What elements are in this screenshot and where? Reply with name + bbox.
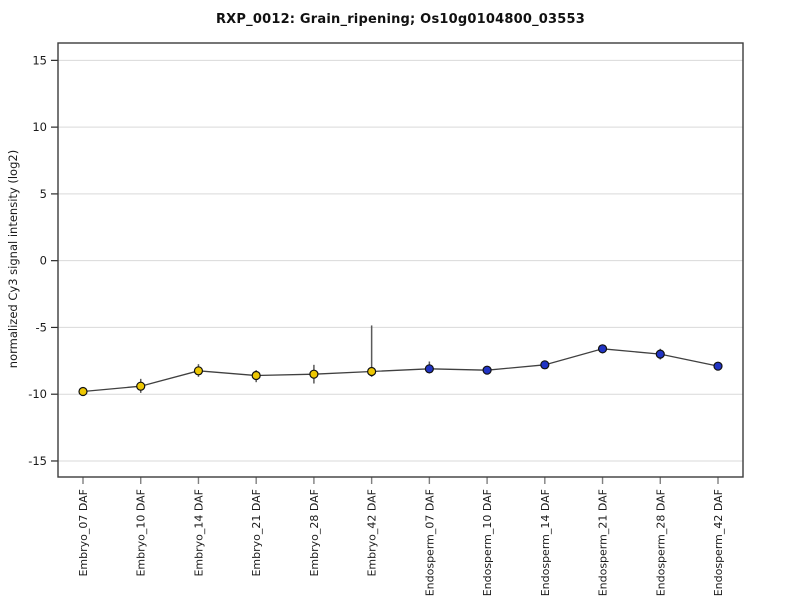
x-tick-label: Endosperm_07 DAF xyxy=(423,489,436,596)
data-point xyxy=(136,381,146,391)
data-point xyxy=(193,366,204,376)
x-tick-label: Embryo_28 DAF xyxy=(308,489,321,577)
chart-title: RXP_0012: Grain_ripening; Os10g0104800_0… xyxy=(215,12,586,27)
data-point xyxy=(367,366,377,377)
series-line xyxy=(82,348,719,393)
x-tick-label: Endosperm_10 DAF xyxy=(481,489,494,596)
y-tick-label: -15 xyxy=(28,454,47,468)
x-tick-label: Embryo_07 DAF xyxy=(77,489,90,577)
y-tick-label: 15 xyxy=(32,53,47,67)
data-point xyxy=(424,364,434,374)
data-point xyxy=(597,344,608,354)
y-tick-label: -5 xyxy=(36,320,47,334)
plot-frame xyxy=(57,42,744,478)
y-tick-label: 5 xyxy=(40,187,47,201)
y-tick-label: 0 xyxy=(40,254,47,268)
x-tick-label: Endosperm_14 DAF xyxy=(539,489,552,596)
data-point xyxy=(251,370,261,381)
x-tick-label: Endosperm_28 DAF xyxy=(654,489,667,596)
data-point xyxy=(655,349,665,359)
x-tick-label: Embryo_21 DAF xyxy=(250,489,263,577)
y-tick-label: -10 xyxy=(28,387,47,401)
x-tick-label: Embryo_14 DAF xyxy=(192,489,205,577)
x-tick-label: Endosperm_42 DAF xyxy=(712,489,725,596)
x-tick-label: Embryo_42 DAF xyxy=(366,489,379,577)
data-point xyxy=(540,360,550,370)
y-tick-label: 10 xyxy=(32,120,47,134)
x-tick-label: Embryo_10 DAF xyxy=(135,489,148,577)
data-point xyxy=(78,386,88,397)
data-point xyxy=(309,369,319,379)
data-point xyxy=(482,365,492,375)
data-point xyxy=(713,361,723,371)
x-tick-label: Endosperm_21 DAF xyxy=(597,489,610,596)
